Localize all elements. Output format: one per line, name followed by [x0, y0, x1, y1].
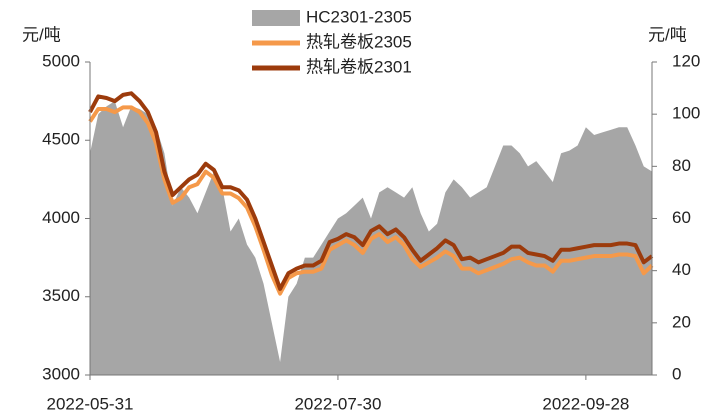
- legend-label: 热轧卷板2305: [306, 32, 412, 51]
- y-tick-label: 3500: [42, 286, 80, 305]
- y-tick-label: 4000: [42, 208, 80, 227]
- y2-axis-label: 元/吨: [648, 25, 687, 44]
- y-axis-label: 元/吨: [22, 25, 61, 44]
- y-tick-label: 4500: [42, 130, 80, 149]
- legend-swatch: [252, 10, 300, 26]
- y-tick-label: 3000: [42, 364, 80, 383]
- y-tick-label: 5000: [42, 51, 80, 70]
- line: [88, 91, 654, 291]
- y2-tick-label: 0: [672, 364, 681, 383]
- x-tick-label: 2022-05-31: [47, 394, 134, 413]
- y2-tick-label: 100: [672, 104, 700, 123]
- y2-tick-label: 120: [672, 51, 700, 70]
- legend-label: 热轧卷板2301: [306, 57, 412, 76]
- x-tick-label: 2022-09-28: [542, 394, 629, 413]
- legend-label: HC2301-2305: [306, 7, 412, 26]
- y2-tick-label: 80: [672, 156, 691, 175]
- line: [88, 105, 654, 296]
- y2-tick-label: 60: [672, 208, 691, 227]
- y2-tick-label: 20: [672, 312, 691, 331]
- y2-tick-label: 40: [672, 260, 691, 279]
- x-tick-label: 2022-07-30: [294, 394, 381, 413]
